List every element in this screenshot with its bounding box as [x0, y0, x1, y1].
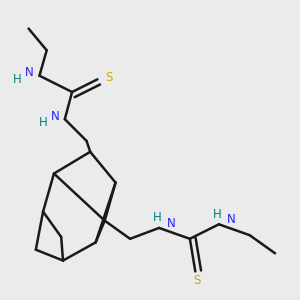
Text: H: H [153, 211, 162, 224]
Text: S: S [194, 274, 201, 287]
Text: N: N [167, 217, 176, 230]
Text: N: N [25, 66, 34, 79]
Text: N: N [51, 110, 59, 123]
Text: S: S [105, 71, 113, 84]
Text: N: N [227, 213, 236, 226]
Text: H: H [39, 116, 47, 129]
Text: H: H [213, 208, 221, 221]
Text: H: H [13, 73, 22, 86]
